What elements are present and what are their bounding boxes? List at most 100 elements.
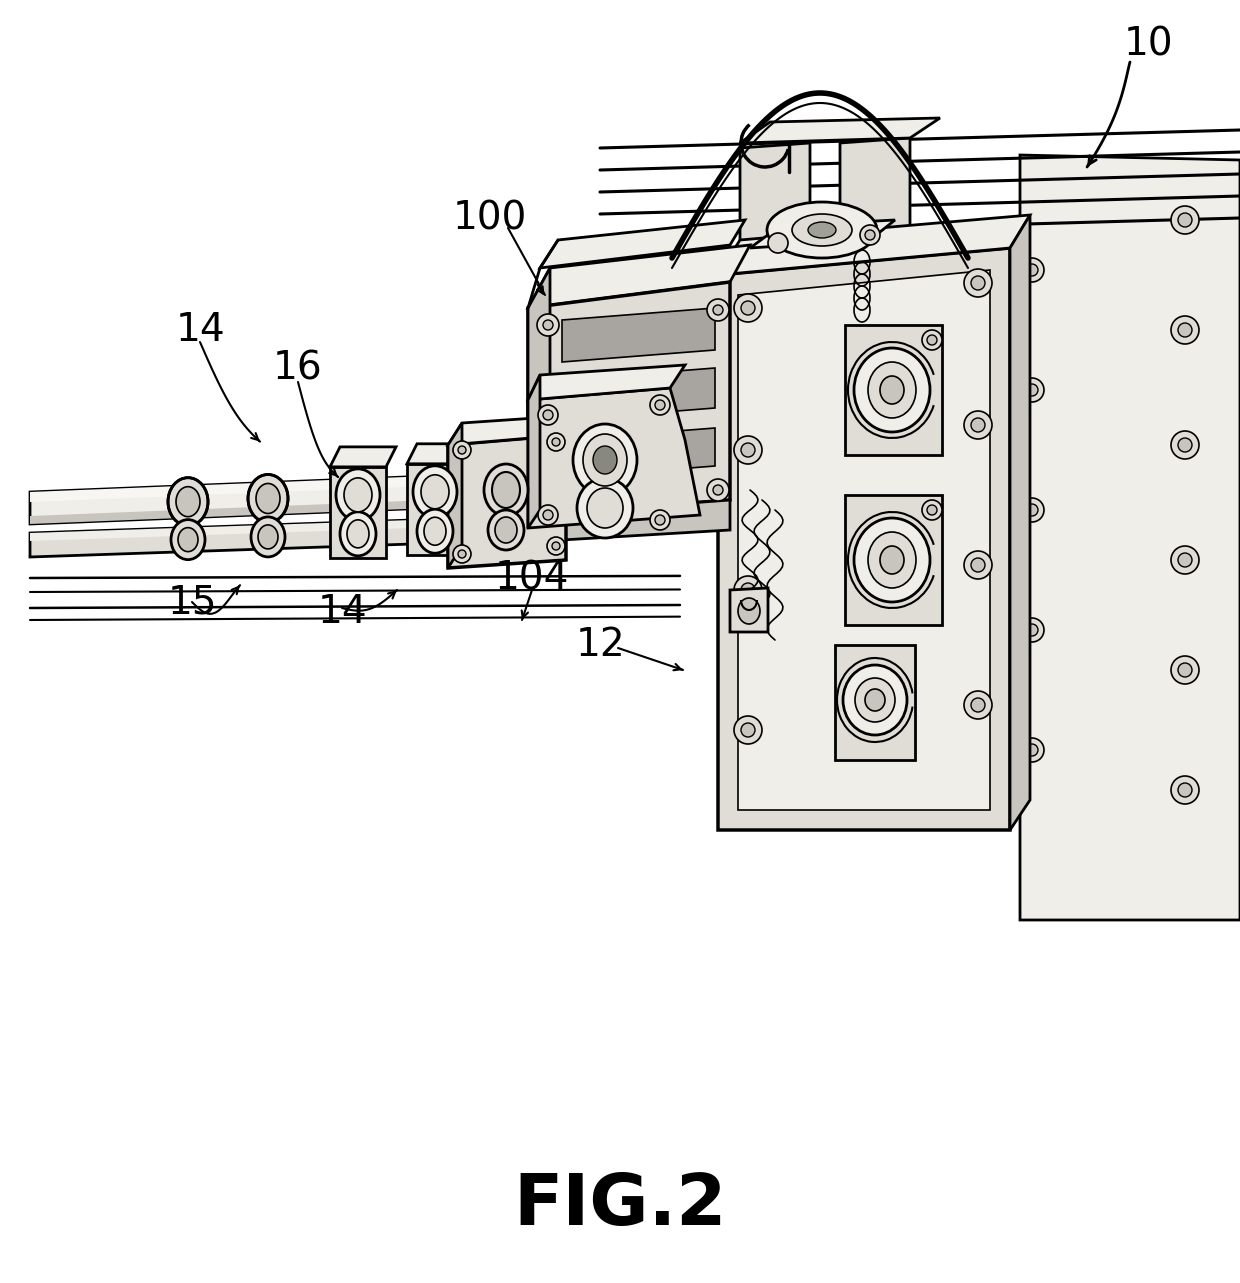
Polygon shape bbox=[839, 139, 910, 284]
Ellipse shape bbox=[537, 314, 559, 336]
Polygon shape bbox=[528, 500, 730, 541]
Ellipse shape bbox=[1025, 744, 1038, 756]
Ellipse shape bbox=[1025, 264, 1038, 276]
Polygon shape bbox=[528, 282, 730, 514]
Ellipse shape bbox=[1021, 258, 1044, 282]
Ellipse shape bbox=[808, 222, 836, 239]
Ellipse shape bbox=[655, 400, 665, 411]
Polygon shape bbox=[30, 516, 529, 557]
Ellipse shape bbox=[484, 464, 528, 516]
Ellipse shape bbox=[413, 466, 458, 518]
Ellipse shape bbox=[1021, 738, 1044, 762]
Ellipse shape bbox=[1171, 431, 1199, 459]
Polygon shape bbox=[740, 142, 810, 285]
Ellipse shape bbox=[171, 520, 205, 559]
Ellipse shape bbox=[866, 689, 885, 711]
Ellipse shape bbox=[707, 299, 729, 321]
Ellipse shape bbox=[453, 441, 471, 459]
Ellipse shape bbox=[713, 485, 723, 495]
Ellipse shape bbox=[738, 598, 760, 624]
Polygon shape bbox=[844, 325, 942, 455]
Polygon shape bbox=[528, 375, 539, 529]
Polygon shape bbox=[562, 308, 715, 362]
Text: FIG.2: FIG.2 bbox=[513, 1170, 727, 1239]
Polygon shape bbox=[30, 472, 529, 502]
Ellipse shape bbox=[734, 716, 763, 744]
Ellipse shape bbox=[336, 468, 379, 521]
Text: 12: 12 bbox=[575, 626, 625, 665]
Polygon shape bbox=[562, 429, 715, 479]
Ellipse shape bbox=[248, 475, 288, 522]
Ellipse shape bbox=[1171, 207, 1199, 234]
Polygon shape bbox=[407, 444, 472, 463]
Ellipse shape bbox=[963, 269, 992, 296]
Ellipse shape bbox=[742, 582, 755, 597]
Ellipse shape bbox=[537, 439, 559, 461]
Ellipse shape bbox=[422, 475, 449, 509]
Ellipse shape bbox=[176, 486, 200, 517]
Ellipse shape bbox=[923, 330, 942, 350]
Ellipse shape bbox=[856, 677, 895, 722]
Ellipse shape bbox=[868, 532, 916, 588]
Ellipse shape bbox=[707, 479, 729, 500]
Ellipse shape bbox=[1021, 498, 1044, 522]
Ellipse shape bbox=[587, 488, 622, 529]
Ellipse shape bbox=[923, 500, 942, 520]
Ellipse shape bbox=[1171, 656, 1199, 684]
Ellipse shape bbox=[854, 518, 930, 602]
Ellipse shape bbox=[543, 411, 553, 420]
Polygon shape bbox=[835, 645, 915, 760]
Polygon shape bbox=[448, 435, 565, 568]
Ellipse shape bbox=[495, 517, 517, 543]
Ellipse shape bbox=[538, 506, 558, 525]
Ellipse shape bbox=[742, 302, 755, 316]
Ellipse shape bbox=[655, 514, 665, 525]
Text: 16: 16 bbox=[273, 349, 322, 387]
Ellipse shape bbox=[880, 376, 904, 404]
Polygon shape bbox=[738, 269, 990, 810]
Ellipse shape bbox=[340, 512, 376, 556]
Ellipse shape bbox=[573, 423, 637, 497]
Ellipse shape bbox=[1171, 776, 1199, 804]
Ellipse shape bbox=[1178, 213, 1192, 227]
Ellipse shape bbox=[489, 511, 525, 550]
Ellipse shape bbox=[258, 525, 278, 549]
Ellipse shape bbox=[1178, 438, 1192, 452]
Ellipse shape bbox=[734, 294, 763, 322]
Ellipse shape bbox=[1025, 384, 1038, 396]
Ellipse shape bbox=[742, 443, 755, 457]
Ellipse shape bbox=[734, 576, 763, 604]
Ellipse shape bbox=[1178, 323, 1192, 337]
Polygon shape bbox=[1011, 216, 1030, 830]
Ellipse shape bbox=[179, 527, 198, 552]
Text: 14: 14 bbox=[317, 593, 367, 631]
Polygon shape bbox=[528, 387, 701, 529]
Ellipse shape bbox=[1025, 504, 1038, 516]
Polygon shape bbox=[30, 497, 529, 523]
Polygon shape bbox=[30, 516, 529, 541]
Ellipse shape bbox=[347, 520, 370, 548]
Ellipse shape bbox=[734, 436, 763, 464]
Ellipse shape bbox=[1171, 316, 1199, 344]
Ellipse shape bbox=[792, 214, 852, 246]
Polygon shape bbox=[718, 248, 1011, 830]
Ellipse shape bbox=[713, 305, 723, 316]
Ellipse shape bbox=[880, 547, 904, 574]
Ellipse shape bbox=[1025, 624, 1038, 636]
Polygon shape bbox=[539, 219, 745, 268]
Polygon shape bbox=[448, 414, 580, 445]
Ellipse shape bbox=[742, 724, 755, 736]
Ellipse shape bbox=[593, 446, 618, 473]
Ellipse shape bbox=[577, 479, 632, 538]
Polygon shape bbox=[30, 472, 529, 523]
Ellipse shape bbox=[868, 362, 916, 418]
Ellipse shape bbox=[1021, 378, 1044, 402]
Ellipse shape bbox=[583, 434, 627, 486]
Ellipse shape bbox=[255, 484, 280, 513]
Ellipse shape bbox=[768, 234, 787, 253]
Ellipse shape bbox=[1178, 663, 1192, 677]
Polygon shape bbox=[448, 423, 463, 568]
Text: 10: 10 bbox=[1123, 26, 1173, 64]
Ellipse shape bbox=[928, 506, 937, 514]
Ellipse shape bbox=[768, 201, 877, 258]
